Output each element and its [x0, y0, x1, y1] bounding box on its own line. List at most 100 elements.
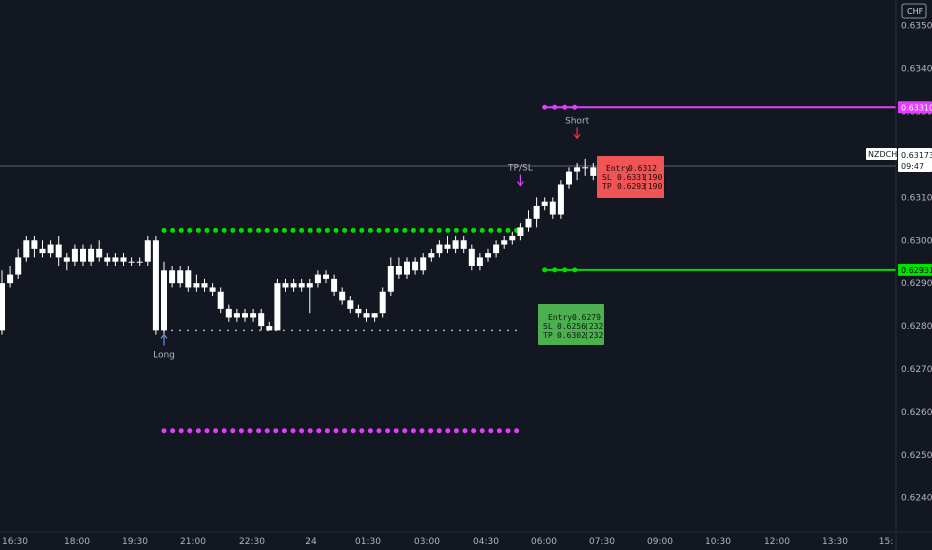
candle-body [557, 184, 564, 215]
candle-body [452, 240, 459, 249]
magenta-dotted-level-dot [445, 428, 451, 434]
x-tick-label: 01:30 [355, 537, 381, 547]
green-dotted-level-dot [385, 227, 391, 233]
candle-body [250, 313, 257, 318]
x-tick-label: 04:30 [473, 537, 499, 547]
magenta-dotted-level-dot [385, 428, 391, 434]
symbol-tag-label: NZDCHF [868, 150, 902, 159]
candle-body [128, 261, 135, 263]
candle-body [501, 240, 508, 245]
candle-body [298, 283, 305, 288]
magenta-dotted-level-dot [299, 428, 305, 434]
grey-dotted-level-dot [419, 329, 421, 332]
grey-dotted-level-dot [307, 329, 309, 332]
candle-body [71, 248, 78, 262]
short-trade-box: Entry 0.6312 SL 0.6331 (190) TP 0.6293 (… [597, 156, 667, 198]
green-dotted-level-dot [264, 227, 270, 233]
grey-dotted-level-dot [363, 329, 365, 332]
magenta-dotted-level-dot [436, 428, 442, 434]
grey-dotted-level-dot [251, 329, 253, 332]
currency-button[interactable]: CHF [901, 3, 927, 19]
x-tick-label: 07:30 [589, 537, 615, 547]
candle-body [339, 291, 346, 301]
candle-body [177, 270, 184, 284]
magenta-sl-line-dot [572, 104, 578, 110]
tpsl-label: TP/SL [507, 163, 533, 173]
grey-dotted-level-dot [315, 329, 317, 332]
long-entry-label: Entry [548, 313, 572, 322]
green-dotted-level-dot [213, 227, 219, 233]
magenta-dotted-level-dot [290, 428, 296, 434]
grey-dotted-level-dot [259, 329, 261, 332]
price-tag-magenta [898, 101, 932, 114]
candle-body [88, 248, 95, 262]
candle-body [549, 201, 556, 215]
candle-body [233, 313, 240, 318]
short-label-arrowhead [573, 133, 581, 140]
green-dotted-level-dot [496, 227, 502, 233]
candle-body [566, 171, 572, 185]
green-dotted-level-dot [462, 227, 468, 233]
last-price-label: 0.63173 [901, 151, 932, 160]
candle-body [355, 308, 362, 314]
magenta-sl-line-dot [542, 104, 548, 110]
short-label: Short [565, 116, 590, 126]
green-dotted-level-dot [161, 227, 167, 233]
grey-dotted-level-dot [299, 329, 301, 332]
green-dotted-level-dot [393, 227, 399, 233]
candle-body [169, 270, 176, 284]
magenta-dotted-level-dot [479, 428, 485, 434]
short-sl-value: 0.6331 [617, 173, 646, 182]
time-axis[interactable]: 16:30 18:00 19:30 21:00 22:30 24 01:30 03:00 04:… [2, 537, 893, 547]
candle-body [242, 313, 248, 318]
green-dotted-level-dot [428, 227, 434, 233]
magenta-dotted-level-dot [178, 428, 184, 434]
grey-dotted-level-dot [179, 329, 181, 332]
green-dotted-level-dot [221, 227, 227, 233]
candle-body [225, 308, 232, 318]
candle-body [574, 167, 581, 172]
candle-body [80, 248, 86, 262]
candle-body [387, 266, 394, 292]
x-tick-label: 21:00 [180, 537, 206, 547]
grey-dotted-level-dot [451, 329, 453, 332]
candle-body [436, 244, 443, 254]
green-dotted-level-dot [204, 227, 210, 233]
green-dotted-level-dot [256, 227, 262, 233]
magenta-sl-line-dot [562, 104, 568, 110]
magenta-dotted-level-dot [187, 428, 193, 434]
green-dotted-level-dot [170, 227, 176, 233]
x-tick-label: 15: [879, 537, 893, 547]
grey-dotted-level-dot [459, 329, 461, 332]
candle-body [193, 283, 200, 288]
grey-dotted-level-dot [187, 329, 189, 332]
candle-body [541, 201, 548, 206]
candle-body [468, 248, 475, 266]
grey-dotted-level-dot [291, 329, 293, 332]
candle-body [274, 283, 281, 331]
indicator-levels [0, 104, 896, 434]
green-dotted-level-dot [479, 227, 485, 233]
candle-body [444, 244, 451, 249]
grey-dotted-level-dot [323, 329, 325, 332]
long-label: Long [153, 351, 175, 361]
long-sl-value: 0.6256 [557, 322, 586, 331]
green-dotted-level-dot [367, 227, 373, 233]
green-dotted-level-dot [488, 227, 494, 233]
magenta-dotted-level-dot [462, 428, 468, 434]
magenta-dotted-level-dot [281, 428, 287, 434]
grey-dotted-level-dot [475, 329, 477, 332]
countdown-label: 09:47 [901, 162, 924, 171]
last-price-tag: 0.63173 09:47 [898, 148, 932, 172]
candle-body [282, 283, 289, 288]
x-tick-label: 09:00 [647, 537, 673, 547]
grey-dotted-level-dot [203, 329, 205, 332]
candle-body [412, 261, 419, 271]
magenta-dotted-level-dot [514, 428, 520, 434]
magenta-dotted-level-dot [402, 428, 408, 434]
grey-dotted-level-dot [443, 329, 445, 332]
long-box-bg [538, 304, 604, 345]
